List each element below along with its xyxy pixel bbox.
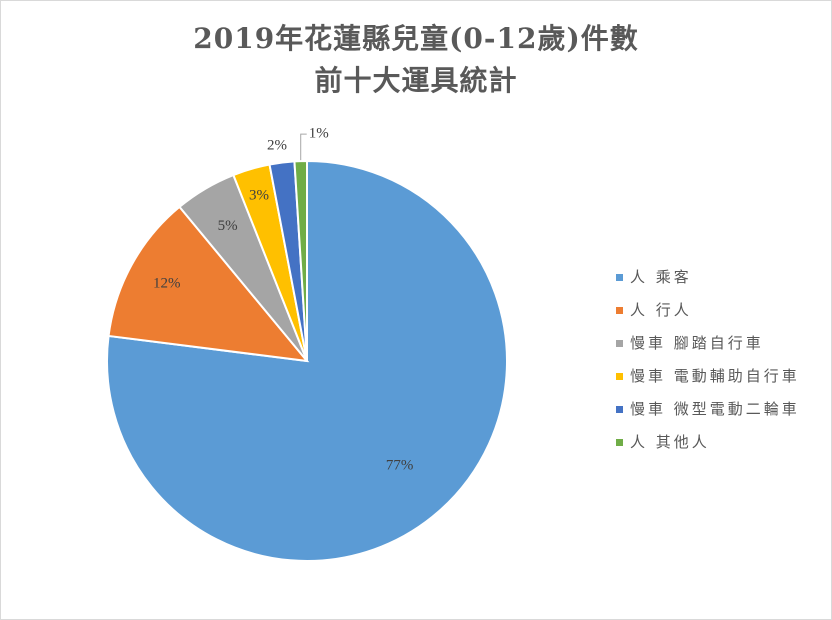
pie-slice-2 xyxy=(107,205,310,363)
legend-swatch xyxy=(616,439,623,446)
legend-label: 慢車 微型電動二輪車 xyxy=(630,400,800,418)
legend-swatch xyxy=(616,406,623,413)
pie-slice-6 xyxy=(293,159,308,362)
legend-item: 人 行人 xyxy=(616,300,800,333)
data-label-5: 2% xyxy=(267,137,287,153)
chart-title-line-2: 前十大運具統計 xyxy=(314,64,518,97)
legend-swatch xyxy=(616,373,623,380)
chart-title-line-1: 2019年花蓮縣兒童(0-12歲)件數 xyxy=(193,22,639,55)
legend: 人 乘客人 行人慢車 腳踏自行車慢車 電動輔助自行車 慢車 微型電動二輪車人 其他… xyxy=(616,267,800,465)
data-label-6: 1% xyxy=(309,126,329,142)
legend-swatch xyxy=(616,274,623,281)
legend-label: 人 行人 xyxy=(630,301,692,319)
leader-line xyxy=(300,133,307,161)
legend-label: 慢車 腳踏自行車 xyxy=(630,334,764,352)
legend-swatch xyxy=(616,307,623,314)
legend-item: 人 乘客 xyxy=(616,267,800,300)
legend-item: 慢車 微型電動二輪車 xyxy=(616,399,800,432)
data-label-4: 3% xyxy=(249,187,269,203)
legend-label: 人 其他人 xyxy=(630,433,710,451)
legend-item: 人 其他人 xyxy=(616,432,800,465)
data-label-1: 77% xyxy=(386,457,414,473)
legend-swatch xyxy=(616,340,623,347)
legend-label: 慢車 電動輔助自行車 xyxy=(630,367,800,385)
legend-item: 慢車 腳踏自行車 xyxy=(616,333,800,366)
chart-title: 2019年花蓮縣兒童(0-12歲)件數 前十大運具統計 xyxy=(0,18,832,102)
data-label-2: 12% xyxy=(153,275,181,291)
legend-label: 人 乘客 xyxy=(630,268,692,286)
legend-item: 慢車 電動輔助自行車 xyxy=(616,366,800,399)
data-label-3: 5% xyxy=(218,218,238,234)
